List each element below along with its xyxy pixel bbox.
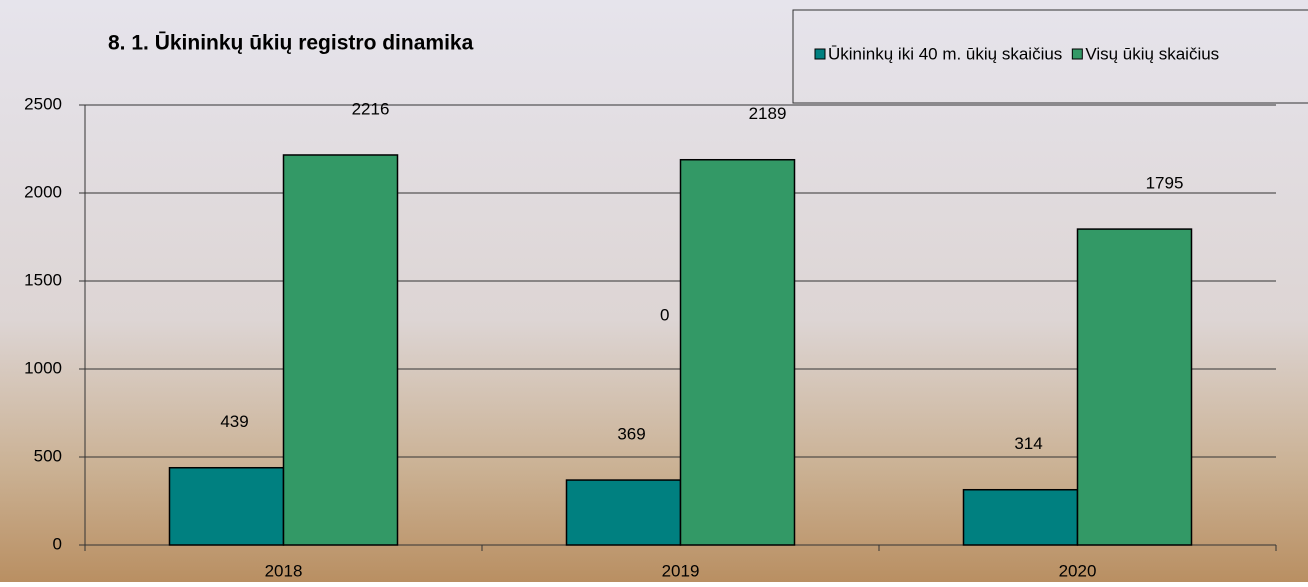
y-tick-label: 500	[34, 446, 62, 465]
bar	[962, 488, 1079, 546]
value-label: 439	[220, 412, 248, 431]
bar	[679, 158, 796, 546]
legend-label: Visų ūkių skaičius	[1085, 44, 1219, 63]
y-tick-label: 2000	[24, 182, 62, 201]
y-tick-label: 0	[53, 534, 62, 553]
bar	[282, 154, 399, 546]
legend-swatch	[1071, 48, 1083, 60]
legend-box	[792, 9, 1308, 104]
value-label: 1795	[1146, 174, 1184, 193]
value-label: 314	[1014, 434, 1042, 453]
x-tick-label: 2018	[265, 561, 303, 580]
legend-label: Ūkininkų iki 40 m. ūkių skaičius	[828, 44, 1062, 63]
x-tick-label: 2019	[662, 561, 700, 580]
chart-title: 8. 1. Ūkininkų ūkių registro dinamika	[108, 32, 474, 55]
value-label: 369	[617, 425, 645, 444]
value-label: 2216	[352, 99, 390, 118]
bar	[168, 466, 285, 546]
y-tick-label: 1500	[24, 270, 62, 289]
x-tick-label: 2020	[1059, 561, 1097, 580]
y-tick-label: 1000	[24, 358, 62, 377]
annotation: 0	[660, 305, 669, 324]
bar	[1076, 228, 1193, 546]
value-label: 2189	[749, 104, 787, 123]
bar	[565, 479, 682, 546]
y-tick-label: 2500	[24, 94, 62, 113]
legend-swatch	[814, 48, 826, 60]
